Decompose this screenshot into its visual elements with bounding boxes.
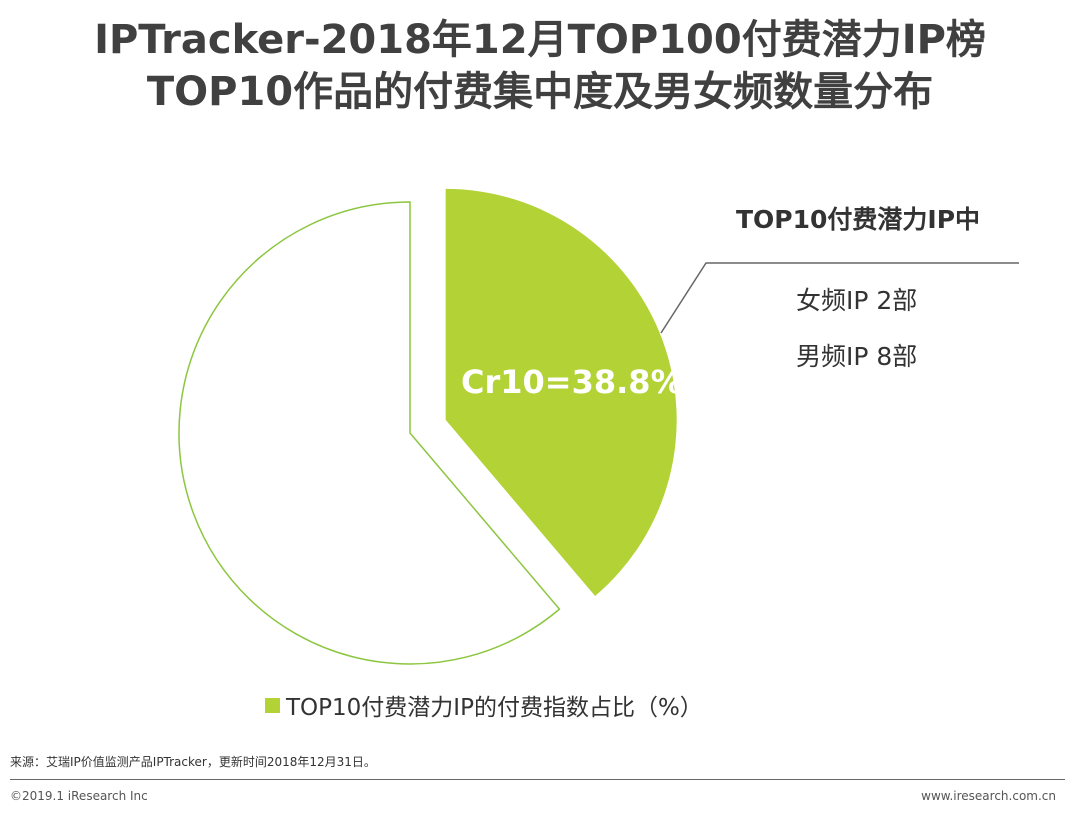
side-item-female: 女频IP 2部 [796, 286, 918, 315]
pie-slice-0 [445, 188, 677, 597]
source-note: 来源：艾瑞IP价值监测产品IPTracker，更新时间2018年12月31日。 [10, 755, 376, 769]
title-line-1: IPTracker-2018年12月TOP100付费潜力IP榜 [94, 17, 986, 63]
footer-divider [10, 779, 1065, 780]
callout-line [660, 262, 1019, 334]
website: www.iresearch.com.cn [921, 789, 1056, 803]
legend: TOP10付费潜力IP的付费指数占比（%） [265, 688, 703, 722]
legend-swatch [265, 697, 280, 713]
copyright: ©2019.1 iResearch Inc [10, 789, 148, 803]
side-item-male: 男频IP 8部 [796, 342, 918, 371]
slice-label-cr10: Cr10=38.8% [461, 363, 683, 401]
page-title: IPTracker-2018年12月TOP100付费潜力IP榜 TOP10作品的… [0, 14, 1080, 118]
side-heading: TOP10付费潜力IP中 [736, 205, 981, 234]
pie-slice-1 [178, 201, 561, 665]
title-line-2: TOP10作品的付费集中度及男女频数量分布 [146, 69, 934, 115]
legend-label: TOP10付费潜力IP的付费指数占比（%） [286, 695, 703, 721]
